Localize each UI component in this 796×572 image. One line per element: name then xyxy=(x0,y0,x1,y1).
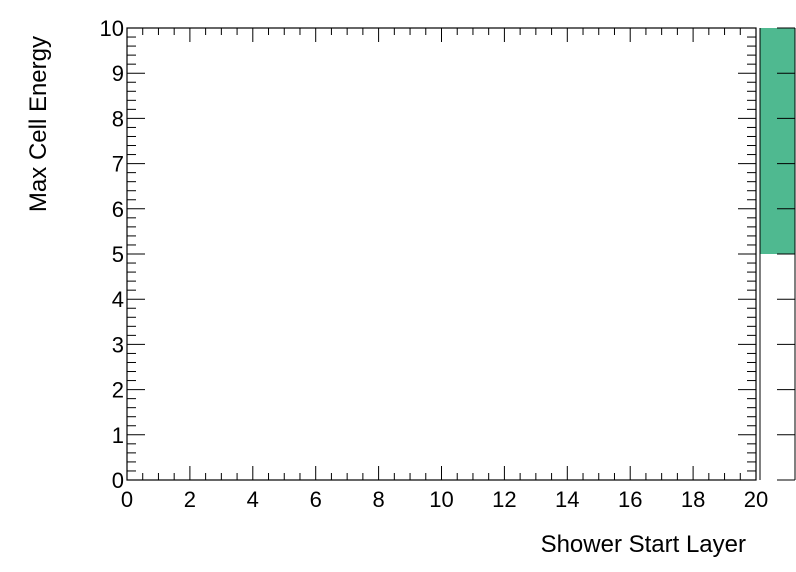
y-tick-label: 8 xyxy=(112,106,124,131)
palette-color-band xyxy=(760,28,795,254)
x-tick-label: 14 xyxy=(555,487,579,512)
y-tick-label: 6 xyxy=(112,197,124,222)
x-tick-label: 0 xyxy=(121,487,133,512)
color-palette xyxy=(759,27,796,481)
x-tick-label: 16 xyxy=(618,487,642,512)
x-tick-label: 2 xyxy=(184,487,196,512)
y-tick-label: 5 xyxy=(112,242,124,267)
x-axis-title: Shower Start Layer xyxy=(541,531,746,558)
x-tick-label: 8 xyxy=(372,487,384,512)
y-tick-label: 9 xyxy=(112,61,124,86)
x-tick-label: 4 xyxy=(247,487,259,512)
y-tick-label: 4 xyxy=(112,287,124,312)
y-axis: 0 1 2 3 4 5 6 7 8 9 10 xyxy=(100,16,756,493)
y-tick-label: 7 xyxy=(112,152,124,177)
x-axis: 0 2 4 6 8 10 12 14 16 18 20 xyxy=(121,28,768,512)
x-tick-label: 12 xyxy=(492,487,516,512)
x-tick-label: 18 xyxy=(681,487,705,512)
x-tick-label: 10 xyxy=(429,487,453,512)
y-axis-title: Max Cell Energy xyxy=(25,36,52,212)
x-tick-label: 6 xyxy=(310,487,322,512)
y-tick-label: 10 xyxy=(100,16,124,41)
y-tick-label: 2 xyxy=(112,378,124,403)
y-tick-label: 0 xyxy=(112,468,124,493)
x-tick-label: 20 xyxy=(744,487,768,512)
y-tick-label: 1 xyxy=(112,423,124,448)
y-tick-label: 3 xyxy=(112,332,124,357)
